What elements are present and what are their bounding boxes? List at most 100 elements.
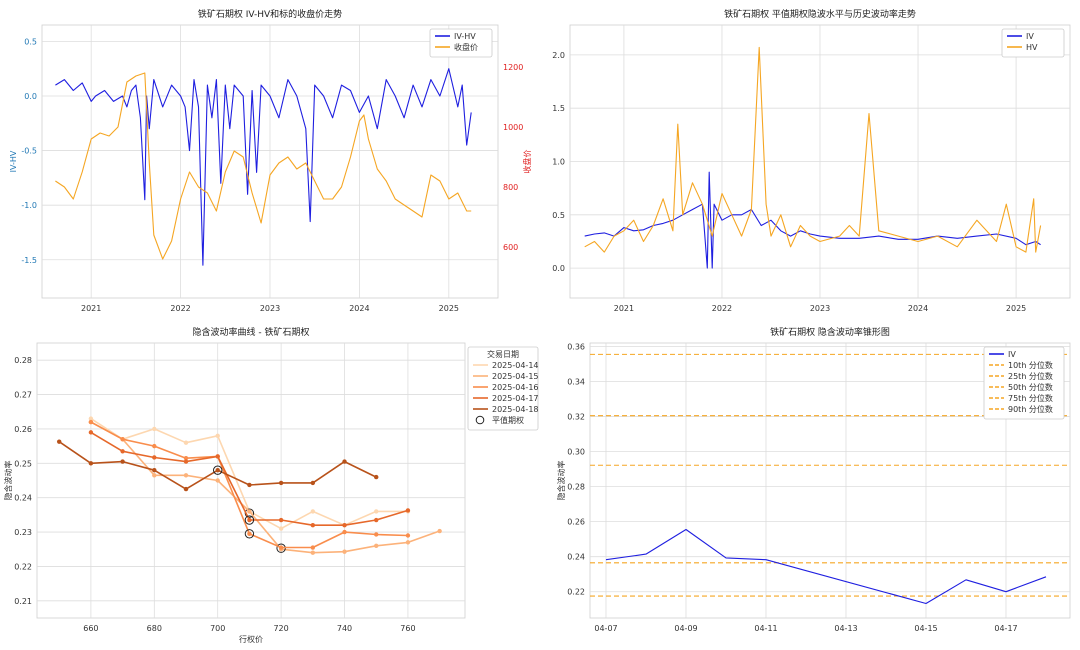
atm-marker: [244, 529, 255, 539]
y-tick-label: 0.34: [567, 378, 585, 387]
data-point: [215, 454, 220, 459]
data-point: [152, 443, 157, 449]
series-line: [55, 72, 472, 260]
x-tick-label: 2025: [1006, 304, 1026, 313]
legend-label: IV-HV: [454, 32, 476, 41]
data-point: [152, 455, 157, 460]
data-point: [152, 426, 157, 432]
y-tick-label: 0.5: [24, 37, 37, 46]
y-tick-label: 0.25: [14, 459, 32, 468]
y-tick-label: 0.24: [14, 494, 32, 503]
x-tick-label: 2024: [349, 304, 369, 313]
legend-label: 50th 分位数: [1008, 382, 1053, 392]
x-tick-label: 2024: [908, 304, 928, 313]
legend-label: IV: [1026, 32, 1034, 41]
data-point: [342, 549, 347, 554]
y-tick-label: 0.32: [567, 413, 585, 422]
data-point: [374, 543, 379, 549]
data-point: [405, 533, 411, 538]
series-line: [605, 528, 1047, 605]
y-tick-label: 0.23: [14, 528, 32, 537]
data-point: [152, 467, 157, 473]
x-tick-label: 2023: [260, 304, 280, 313]
x-tick-label: 04-09: [674, 624, 697, 633]
data-point: [215, 467, 220, 473]
y-tick-label: 0.0: [552, 264, 565, 273]
data-point: [247, 517, 252, 523]
legend-marker-label: 平值期权: [492, 415, 524, 425]
x-tick-label: 2022: [712, 304, 732, 313]
data-point: [152, 473, 157, 478]
y-tick-label: 0.28: [567, 483, 585, 492]
legend-label: 25th 分位数: [1008, 371, 1053, 381]
x-tick-label: 04-11: [754, 624, 777, 633]
y-tick-label: -1.0: [21, 201, 37, 210]
legend-label: 90th 分位数: [1008, 404, 1053, 414]
plot-area: [36, 342, 466, 619]
data-point: [405, 540, 411, 545]
data-point: [88, 416, 94, 421]
data-point: [342, 529, 347, 535]
y2-tick-label: 1000: [503, 123, 523, 132]
data-point: [278, 545, 284, 550]
data-point: [310, 550, 316, 555]
y-tick-label: 0.22: [567, 588, 585, 597]
x-tick-label: 04-07: [594, 624, 617, 633]
y-tick-label: 1.0: [552, 158, 565, 167]
legend-label: 2025-04-14: [492, 361, 539, 370]
y-tick-label: 0.36: [567, 343, 585, 352]
atm-marker: [213, 465, 223, 475]
y2-tick-label: 600: [503, 243, 518, 252]
x-axis-label: 行权价: [239, 634, 263, 644]
data-point: [247, 482, 252, 488]
y-tick-label: 1.5: [552, 104, 565, 113]
data-point: [405, 508, 411, 513]
data-point: [183, 473, 189, 478]
y2-tick-label: 800: [503, 183, 518, 192]
data-point: [310, 522, 316, 528]
chart-panel-cone: 04-07 04-09 04-11 04-13 04-15 04-17 0.22 0.24 0.…: [556, 326, 1071, 633]
y-tick-label: -0.5: [21, 147, 37, 156]
legend-label: 2025-04-17: [492, 394, 539, 403]
data-point: [183, 459, 189, 464]
chart-title: 铁矿石期权 平值期权隐波水平与历史波动率走势: [724, 8, 916, 20]
series-line: [55, 68, 472, 266]
data-point: [374, 474, 379, 480]
x-tick-label: 660: [83, 624, 98, 633]
x-tick-label: 04-17: [994, 624, 1017, 633]
data-point: [342, 459, 347, 464]
data-point: [215, 478, 220, 483]
data-point: [278, 517, 284, 523]
y-tick-label: 0.5: [552, 211, 565, 220]
data-point: [88, 461, 94, 466]
chart-title: 铁矿石期权 IV-HV和标的收盘价走势: [198, 8, 342, 20]
data-point: [278, 480, 284, 486]
data-point: [183, 440, 189, 445]
x-tick-label: 2025: [439, 304, 459, 313]
chart-title: 隐含波动率曲线 - 铁矿石期权: [193, 326, 310, 338]
y-tick-label: 0.21: [14, 597, 32, 606]
y-tick-label: 0.26: [14, 425, 32, 434]
y-tick-label: 0.22: [14, 562, 32, 571]
data-point: [56, 439, 62, 444]
data-point: [88, 419, 94, 425]
data-point: [310, 545, 316, 550]
legend-label: IV: [1008, 350, 1016, 359]
data-point: [342, 522, 347, 528]
x-tick-label: 2022: [170, 304, 190, 313]
legend-label: 收盘价: [454, 42, 478, 52]
chart-title: 铁矿石期权 隐含波动率锥形图: [770, 326, 890, 338]
data-point: [374, 532, 379, 537]
x-tick-label: 04-15: [914, 624, 937, 633]
x-tick-label: 04-13: [834, 624, 857, 633]
data-point: [183, 486, 189, 492]
y-tick-label: 0.24: [567, 553, 585, 562]
x-tick-label: 2021: [81, 304, 101, 313]
data-point: [374, 509, 379, 514]
y-axis-label: IV-HV: [9, 150, 18, 172]
data-point: [374, 517, 379, 523]
legend-label: 10th 分位数: [1008, 360, 1053, 370]
legend-label: 2025-04-18: [492, 405, 539, 414]
legend-label: 2025-04-15: [492, 372, 539, 381]
